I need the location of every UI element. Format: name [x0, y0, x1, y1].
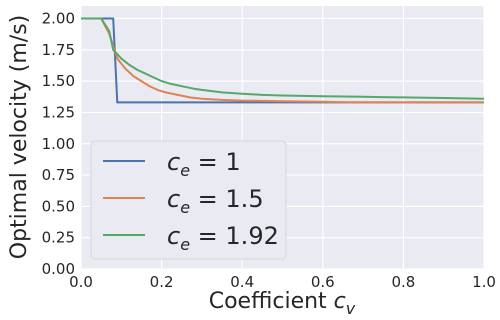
- y-axis-label: Optimal velocity (m/s): [7, 15, 32, 259]
- series-line-2: [81, 17, 485, 100]
- legend-label-2: ce = 1.92: [167, 222, 279, 254]
- x-tick-label: 0.0: [69, 273, 93, 291]
- y-tick-labels: 0.00 0.25 0.50 0.75 1.00 1.25 1.50 1.75 2.00: [42, 10, 75, 278]
- legend-box: [90, 140, 287, 260]
- x-tick-label: 0.4: [230, 273, 254, 291]
- y-tick-label: 0.25: [42, 229, 75, 247]
- y-tick-label: 2.00: [42, 10, 75, 28]
- x-tick-labels: 0.0 0.2 0.4 0.6 0.8 1.0: [69, 273, 496, 291]
- x-tick-label: 0.6: [311, 273, 335, 291]
- y-tick-label: 1.50: [42, 72, 75, 90]
- legend: ce = 1 ce = 1.5 ce = 1.92: [90, 140, 287, 260]
- x-tick-label: 1.0: [472, 273, 496, 291]
- y-tick-label: 1.75: [42, 41, 75, 59]
- x-tick-label: 0.2: [150, 273, 174, 291]
- x-tick-label: 0.8: [391, 273, 415, 291]
- y-tick-label: 0.75: [42, 166, 75, 184]
- y-tick-label: 0.00: [42, 260, 75, 278]
- y-tick-label: 1.00: [42, 135, 75, 153]
- legend-label-0: ce = 1: [167, 148, 241, 180]
- legend-label-1: ce = 1.5: [167, 185, 264, 217]
- y-tick-label: 0.50: [42, 197, 75, 215]
- series-lines: [81, 17, 485, 104]
- x-axis-label: Coefficient cv: [209, 289, 356, 318]
- series-line-1: [81, 17, 484, 104]
- y-tick-label: 1.25: [42, 103, 75, 121]
